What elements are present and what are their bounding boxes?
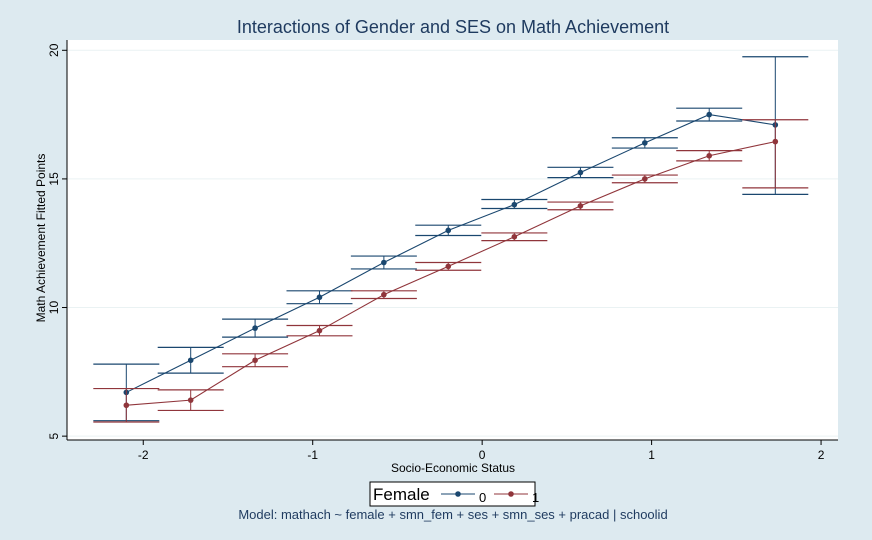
data-point — [642, 140, 648, 146]
x-tick-label: -2 — [138, 448, 149, 462]
data-point — [577, 203, 584, 209]
series-1 — [93, 119, 809, 423]
data-point — [381, 291, 387, 298]
legend-title: Female — [373, 485, 430, 504]
plot-area — [67, 40, 838, 440]
y-tick-label: 10 — [47, 301, 61, 315]
x-tick-label: -1 — [307, 448, 318, 462]
data-point — [511, 233, 518, 240]
data-point — [316, 294, 323, 301]
legend-swatch-marker — [508, 491, 514, 497]
x-tick-label: 1 — [648, 448, 655, 462]
data-point — [381, 259, 387, 266]
data-point — [316, 327, 323, 334]
x-axis-label: Socio-Economic Status — [391, 461, 515, 475]
data-point — [642, 176, 648, 182]
legend: Female 0 1 — [369, 481, 539, 507]
axes: 5 10 15 20 -2 -1 0 1 2 — [47, 40, 838, 462]
data-point — [706, 111, 713, 118]
series-0 — [93, 56, 809, 422]
x-tick-label: 0 — [479, 448, 486, 462]
chart-title: Interactions of Gender and SES on Math A… — [237, 17, 669, 37]
legend-swatch-marker — [455, 491, 461, 497]
data-point — [772, 138, 779, 145]
data-point — [187, 397, 194, 403]
legend-label: 1 — [532, 490, 539, 505]
y-tick-label: 20 — [47, 43, 61, 57]
gridlines — [67, 49, 838, 437]
data-point — [252, 325, 258, 331]
data-point — [445, 227, 452, 234]
model-note: Model: mathach ~ female + smn_fem + ses … — [238, 507, 667, 522]
y-axis-label: Math Achievement Fitted Points — [34, 154, 48, 323]
data-point — [706, 152, 713, 159]
y-tick-label: 5 — [47, 432, 61, 439]
data-point — [252, 357, 258, 364]
data-point — [123, 402, 130, 409]
y-tick-label: 15 — [47, 172, 61, 186]
legend-label: 0 — [479, 490, 486, 505]
data-point — [445, 263, 452, 270]
x-tick-label: 2 — [818, 448, 825, 462]
data-point — [577, 169, 584, 176]
data-point — [511, 201, 518, 208]
series-layer — [93, 56, 809, 423]
data-point — [187, 357, 194, 364]
